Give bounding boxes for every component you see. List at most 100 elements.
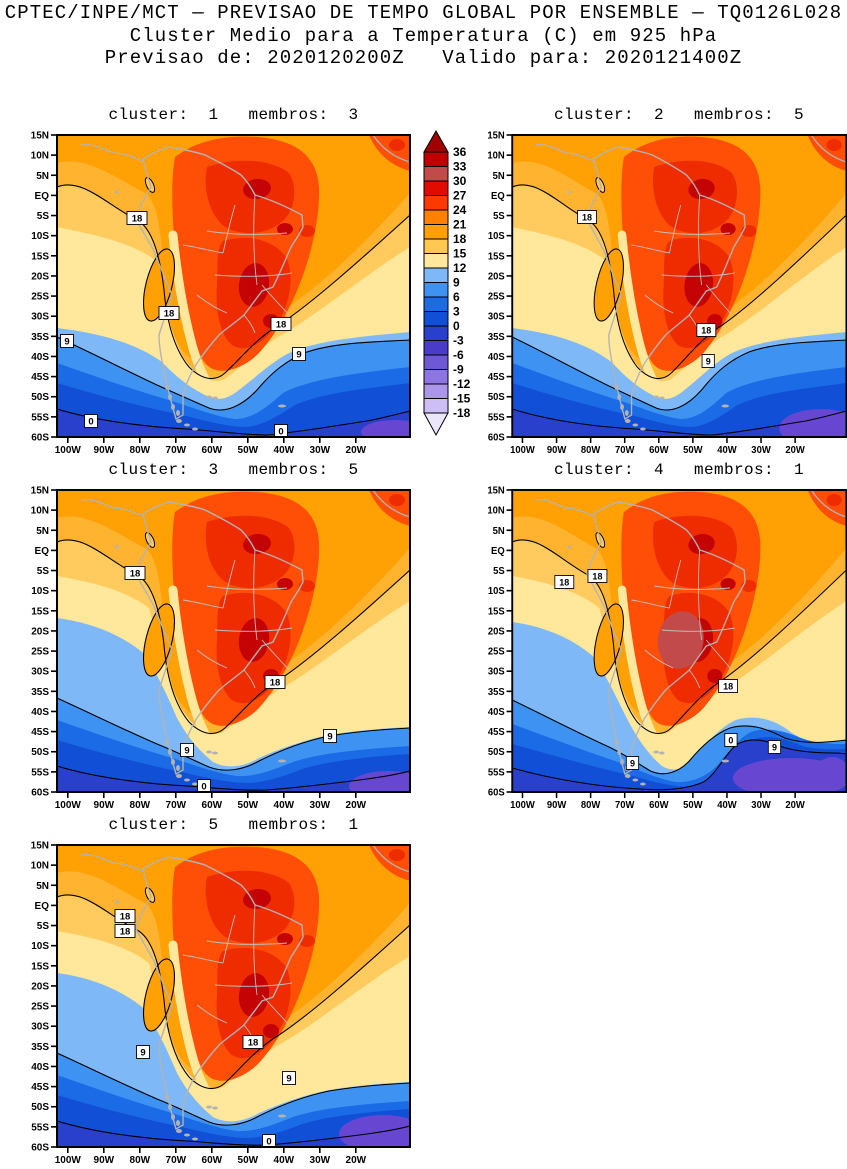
svg-text:30S: 30S [488, 666, 505, 677]
svg-text:18: 18 [559, 577, 569, 587]
svg-text:80W: 80W [130, 445, 151, 456]
svg-text:20S: 20S [31, 271, 49, 282]
svg-text:50S: 50S [488, 392, 505, 403]
axes: 15N 10N 5N EQ 5S 10S 15S 20S 25S 30S 35S 40S 45S 50S 5… [31, 131, 411, 456]
contour-labels: 18 18 9 [577, 210, 717, 368]
contour-labels: 18 18 18 9 9 0 0 [60, 211, 306, 438]
svg-text:60W: 60W [649, 800, 669, 811]
svg-text:18: 18 [270, 678, 281, 689]
contour-labels: 18 18 9 9 0 [124, 566, 337, 793]
svg-text:45S: 45S [488, 372, 505, 383]
svg-text:-15: -15 [453, 392, 471, 406]
svg-text:55S: 55S [488, 767, 505, 778]
svg-text:33: 33 [453, 160, 467, 174]
title-line-3: Previsao de: 2020120200Z Valido para: 20… [104, 47, 743, 69]
svg-text:20S: 20S [488, 626, 505, 637]
svg-text:-6: -6 [453, 348, 464, 362]
coastline-layer [80, 490, 410, 786]
svg-text:35S: 35S [31, 1042, 49, 1053]
panel-title-cluster-2: cluster: 2 membros: 5 [553, 106, 805, 124]
svg-text:25S: 25S [31, 1002, 49, 1013]
svg-text:40S: 40S [488, 707, 505, 718]
svg-text:45S: 45S [31, 372, 49, 383]
svg-text:50S: 50S [488, 747, 505, 758]
svg-text:5S: 5S [493, 566, 505, 577]
svg-text:60S: 60S [31, 1143, 49, 1154]
svg-text:15N: 15N [487, 130, 504, 141]
svg-text:9: 9 [286, 1074, 291, 1085]
svg-text:20W: 20W [785, 800, 805, 811]
svg-text:18: 18 [132, 214, 143, 225]
svg-text:55S: 55S [31, 767, 49, 778]
temperature-shading [512, 490, 847, 792]
svg-text:24: 24 [453, 203, 467, 217]
svg-text:60W: 60W [202, 800, 223, 811]
svg-text:0: 0 [453, 319, 460, 333]
svg-text:20S: 20S [31, 626, 49, 637]
svg-text:50W: 50W [683, 445, 703, 456]
svg-text:50S: 50S [31, 392, 49, 403]
svg-text:30W: 30W [310, 445, 331, 456]
svg-text:90W: 90W [547, 445, 567, 456]
svg-text:18: 18 [276, 320, 287, 331]
svg-text:5S: 5S [493, 211, 505, 222]
svg-text:50W: 50W [238, 445, 259, 456]
svg-text:15S: 15S [31, 251, 49, 262]
svg-text:18: 18 [701, 325, 711, 335]
svg-text:25S: 25S [31, 647, 49, 658]
svg-text:9: 9 [453, 276, 460, 290]
svg-text:15N: 15N [31, 841, 49, 852]
svg-text:0: 0 [266, 1137, 271, 1148]
colorbar-arrow-top [423, 130, 449, 153]
svg-text:-9: -9 [453, 363, 464, 377]
svg-text:45S: 45S [488, 727, 505, 738]
svg-text:9: 9 [64, 337, 69, 348]
svg-text:40W: 40W [717, 800, 737, 811]
svg-text:40W: 40W [274, 445, 295, 456]
svg-text:10N: 10N [487, 150, 504, 161]
temperature-shading [57, 845, 410, 1147]
svg-text:20W: 20W [346, 800, 367, 811]
svg-text:5N: 5N [36, 171, 49, 182]
svg-text:100W: 100W [55, 445, 82, 456]
svg-text:5S: 5S [37, 921, 50, 932]
svg-text:10S: 10S [31, 941, 49, 952]
svg-text:80W: 80W [130, 800, 151, 811]
svg-text:36: 36 [453, 145, 467, 159]
temperature-shading [57, 490, 410, 792]
svg-text:0: 0 [88, 417, 93, 428]
svg-text:45S: 45S [31, 727, 49, 738]
svg-text:40W: 40W [274, 800, 295, 811]
svg-text:3: 3 [453, 305, 460, 319]
svg-text:5S: 5S [37, 566, 50, 577]
colorbar-boxes [423, 151, 449, 414]
svg-text:18: 18 [120, 927, 131, 938]
svg-text:15S: 15S [488, 251, 505, 262]
svg-text:70W: 70W [615, 800, 635, 811]
panel-title-cluster-1: cluster: 1 membros: 3 [108, 106, 359, 124]
svg-text:18: 18 [164, 309, 175, 320]
svg-text:10N: 10N [31, 861, 49, 872]
svg-text:55S: 55S [31, 412, 49, 423]
svg-text:40S: 40S [31, 707, 49, 718]
svg-text:EQ: EQ [35, 546, 50, 557]
svg-text:35S: 35S [31, 332, 49, 343]
svg-text:EQ: EQ [491, 546, 505, 557]
svg-text:40S: 40S [488, 352, 505, 363]
svg-text:70W: 70W [166, 800, 187, 811]
axes: 15N 10N 5N EQ 5S 10S 15S 20S 25S 30S 35S 40S 45S 50S 5… [487, 485, 847, 811]
svg-text:70W: 70W [615, 445, 635, 456]
svg-text:100W: 100W [510, 800, 535, 811]
svg-text:35S: 35S [488, 687, 505, 698]
svg-text:50S: 50S [31, 1102, 49, 1113]
svg-text:30W: 30W [310, 800, 331, 811]
svg-text:50W: 50W [238, 800, 259, 811]
svg-text:10N: 10N [487, 505, 504, 516]
svg-text:25S: 25S [31, 292, 49, 303]
svg-text:9: 9 [630, 758, 635, 768]
svg-text:9: 9 [327, 732, 332, 743]
svg-text:20W: 20W [346, 445, 367, 456]
svg-text:9: 9 [140, 1048, 145, 1059]
